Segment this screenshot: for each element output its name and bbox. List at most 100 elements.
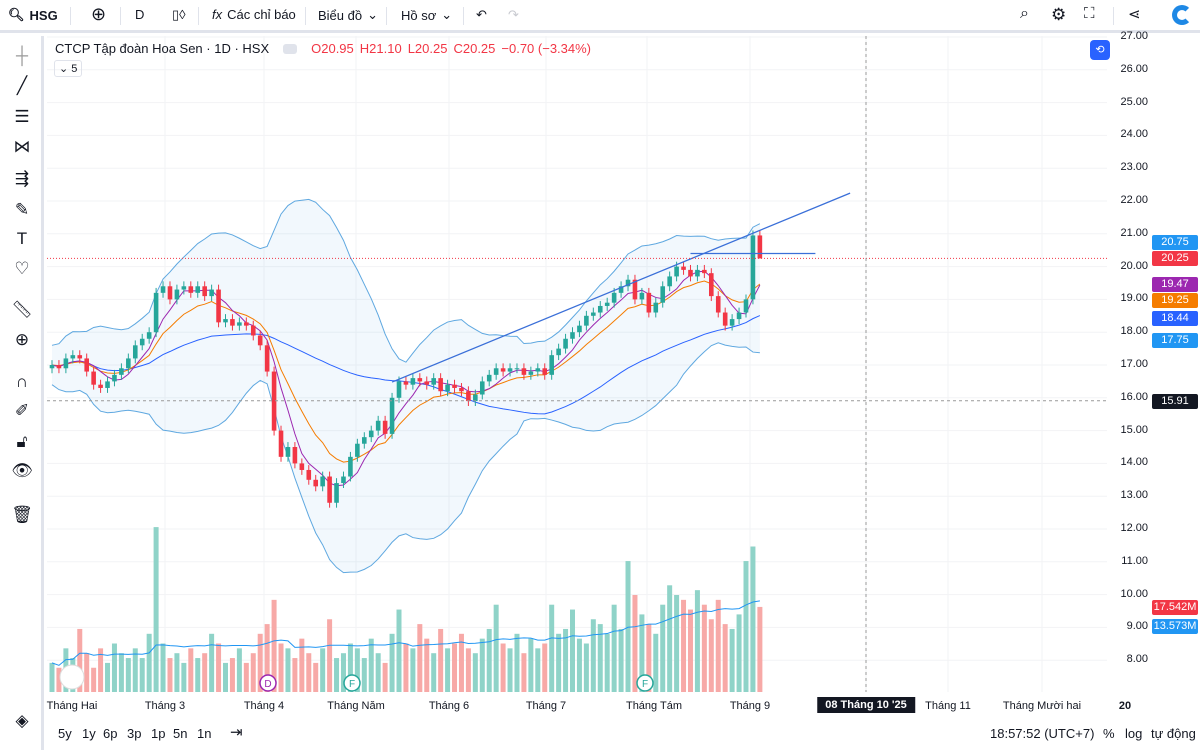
volume-bar: [715, 599, 721, 692]
candle-body: [729, 319, 735, 326]
zoom-in-icon[interactable]: ⊕: [14, 330, 30, 349]
volume-bar: [271, 599, 277, 692]
candle-body: [431, 378, 436, 385]
goto-date-icon[interactable]: ⇥: [230, 724, 243, 741]
candle-body: [695, 269, 700, 277]
redo-icon[interactable]: ↷: [508, 7, 519, 22]
trend-line-icon[interactable]: ╱: [16, 76, 28, 95]
undo-icon[interactable]: ↶: [476, 7, 487, 22]
lock-drawing-icon[interactable]: ✐: [14, 401, 30, 420]
chart-menu-button[interactable]: Biểu đồ ⌄: [318, 7, 378, 23]
candle-body: [577, 325, 582, 333]
range-button-5y[interactable]: 5y: [58, 726, 72, 741]
profile-menu-button[interactable]: Hồ sơ ⌄: [401, 7, 452, 23]
price-label: 13.573M: [1152, 619, 1198, 635]
price-tick: 17.00: [1120, 358, 1148, 370]
volume-bar: [729, 628, 735, 692]
price-label: 17.542M: [1152, 599, 1198, 615]
fullscreen-icon[interactable]: ⛶: [1084, 5, 1095, 22]
range-button-1n[interactable]: 1n: [197, 726, 212, 741]
volume-bar: [465, 648, 471, 692]
candle-body: [91, 371, 96, 385]
candle-type-icon[interactable]: ▯◊: [172, 7, 186, 22]
volume-bar: [347, 643, 353, 692]
volume-bar: [257, 633, 263, 692]
candle-body: [473, 394, 478, 402]
volume-bar: [590, 619, 596, 692]
volume-bar: [105, 662, 111, 692]
candle-body: [167, 286, 173, 300]
prediction-icon[interactable]: ⇶: [14, 169, 30, 188]
crosshair-icon[interactable]: ┼: [15, 46, 29, 65]
volume-bar: [98, 648, 104, 692]
lock-icon[interactable]: 🔓︎: [16, 432, 28, 451]
candle-body: [56, 365, 62, 369]
share-icon[interactable]: ⋖: [1128, 6, 1141, 23]
volume-bar: [56, 667, 62, 692]
auto-toggle[interactable]: tự động: [1151, 726, 1196, 741]
time-tick: Tháng 4: [243, 700, 285, 712]
legend-dot: [283, 43, 298, 54]
heart-icon[interactable]: ♡: [14, 259, 30, 278]
change-value: −0.70 (−3.34%): [501, 41, 592, 56]
range-button-3p[interactable]: 3p: [127, 726, 142, 741]
range-button-6p[interactable]: 6p: [103, 726, 118, 741]
log-toggle[interactable]: log: [1125, 726, 1143, 741]
volume-bar: [403, 643, 409, 692]
fib-icon[interactable]: ☰: [14, 107, 30, 126]
percent-toggle[interactable]: %: [1103, 726, 1115, 741]
symbol-search[interactable]: 🔍︎ HSG: [8, 7, 58, 23]
price-tick: 23.00: [1120, 161, 1148, 174]
candle-body: [535, 368, 541, 372]
time-tick: Tháng 9: [729, 700, 771, 712]
candle-body: [681, 266, 686, 270]
volume-bar: [354, 648, 360, 692]
pattern-icon[interactable]: ⋈: [13, 137, 31, 156]
brush-icon[interactable]: ✎: [14, 200, 30, 219]
layers-icon[interactable]: ◈: [15, 711, 29, 730]
volume-bar: [750, 546, 756, 692]
event-label: F: [642, 679, 648, 690]
candle-body: [445, 384, 450, 392]
candle-body: [736, 312, 742, 320]
candle-body: [202, 286, 207, 297]
text-icon[interactable]: T: [16, 229, 28, 248]
volume-bar: [146, 633, 152, 692]
trash-icon[interactable]: 🗑︎: [11, 505, 33, 524]
eye-icon[interactable]: 👁︎: [11, 461, 33, 480]
magnet-icon[interactable]: ∩: [15, 372, 29, 391]
indicators-label: Các chỉ báo: [227, 7, 296, 22]
close-value: C20.25: [453, 41, 496, 56]
candle-body: [132, 345, 138, 359]
candle-body: [757, 235, 763, 259]
legend-collapse-button[interactable]: ⌄ 5: [54, 60, 83, 77]
range-button-5n[interactable]: 5n: [173, 726, 188, 741]
volume-bar: [389, 633, 395, 692]
candle-body: [223, 319, 228, 323]
candle-body: [257, 335, 263, 346]
candle-body: [618, 286, 624, 293]
profile-label: Hồ sơ: [401, 7, 437, 23]
volume-bar: [313, 662, 319, 692]
candle-body: [389, 397, 395, 434]
candle-body: [424, 381, 430, 385]
compare-plus-icon[interactable]: ⊕: [91, 4, 107, 24]
ruler-icon[interactable]: 📏︎: [11, 300, 33, 319]
event-badge: [259, 674, 277, 692]
bollinger-upper: [51, 198, 761, 363]
price-tick: 13.00: [1120, 489, 1148, 502]
gear-icon[interactable]: ⚙: [1051, 5, 1067, 24]
indicators-button[interactable]: fx Các chỉ báo: [212, 7, 296, 22]
interval-button[interactable]: D: [135, 7, 144, 22]
quick-search-icon[interactable]: ⌕: [1020, 5, 1029, 22]
volume-bar: [653, 633, 659, 692]
volume-bar: [327, 619, 333, 692]
candle-body: [396, 381, 402, 398]
chart-label: Biểu đồ: [318, 7, 363, 23]
price-label: 18.44: [1152, 310, 1198, 326]
range-button-1p[interactable]: 1p: [151, 726, 166, 741]
screenshot-button[interactable]: ⟲: [1090, 40, 1110, 60]
range-button-1y[interactable]: 1y: [82, 726, 96, 741]
volume-bar: [431, 653, 437, 692]
